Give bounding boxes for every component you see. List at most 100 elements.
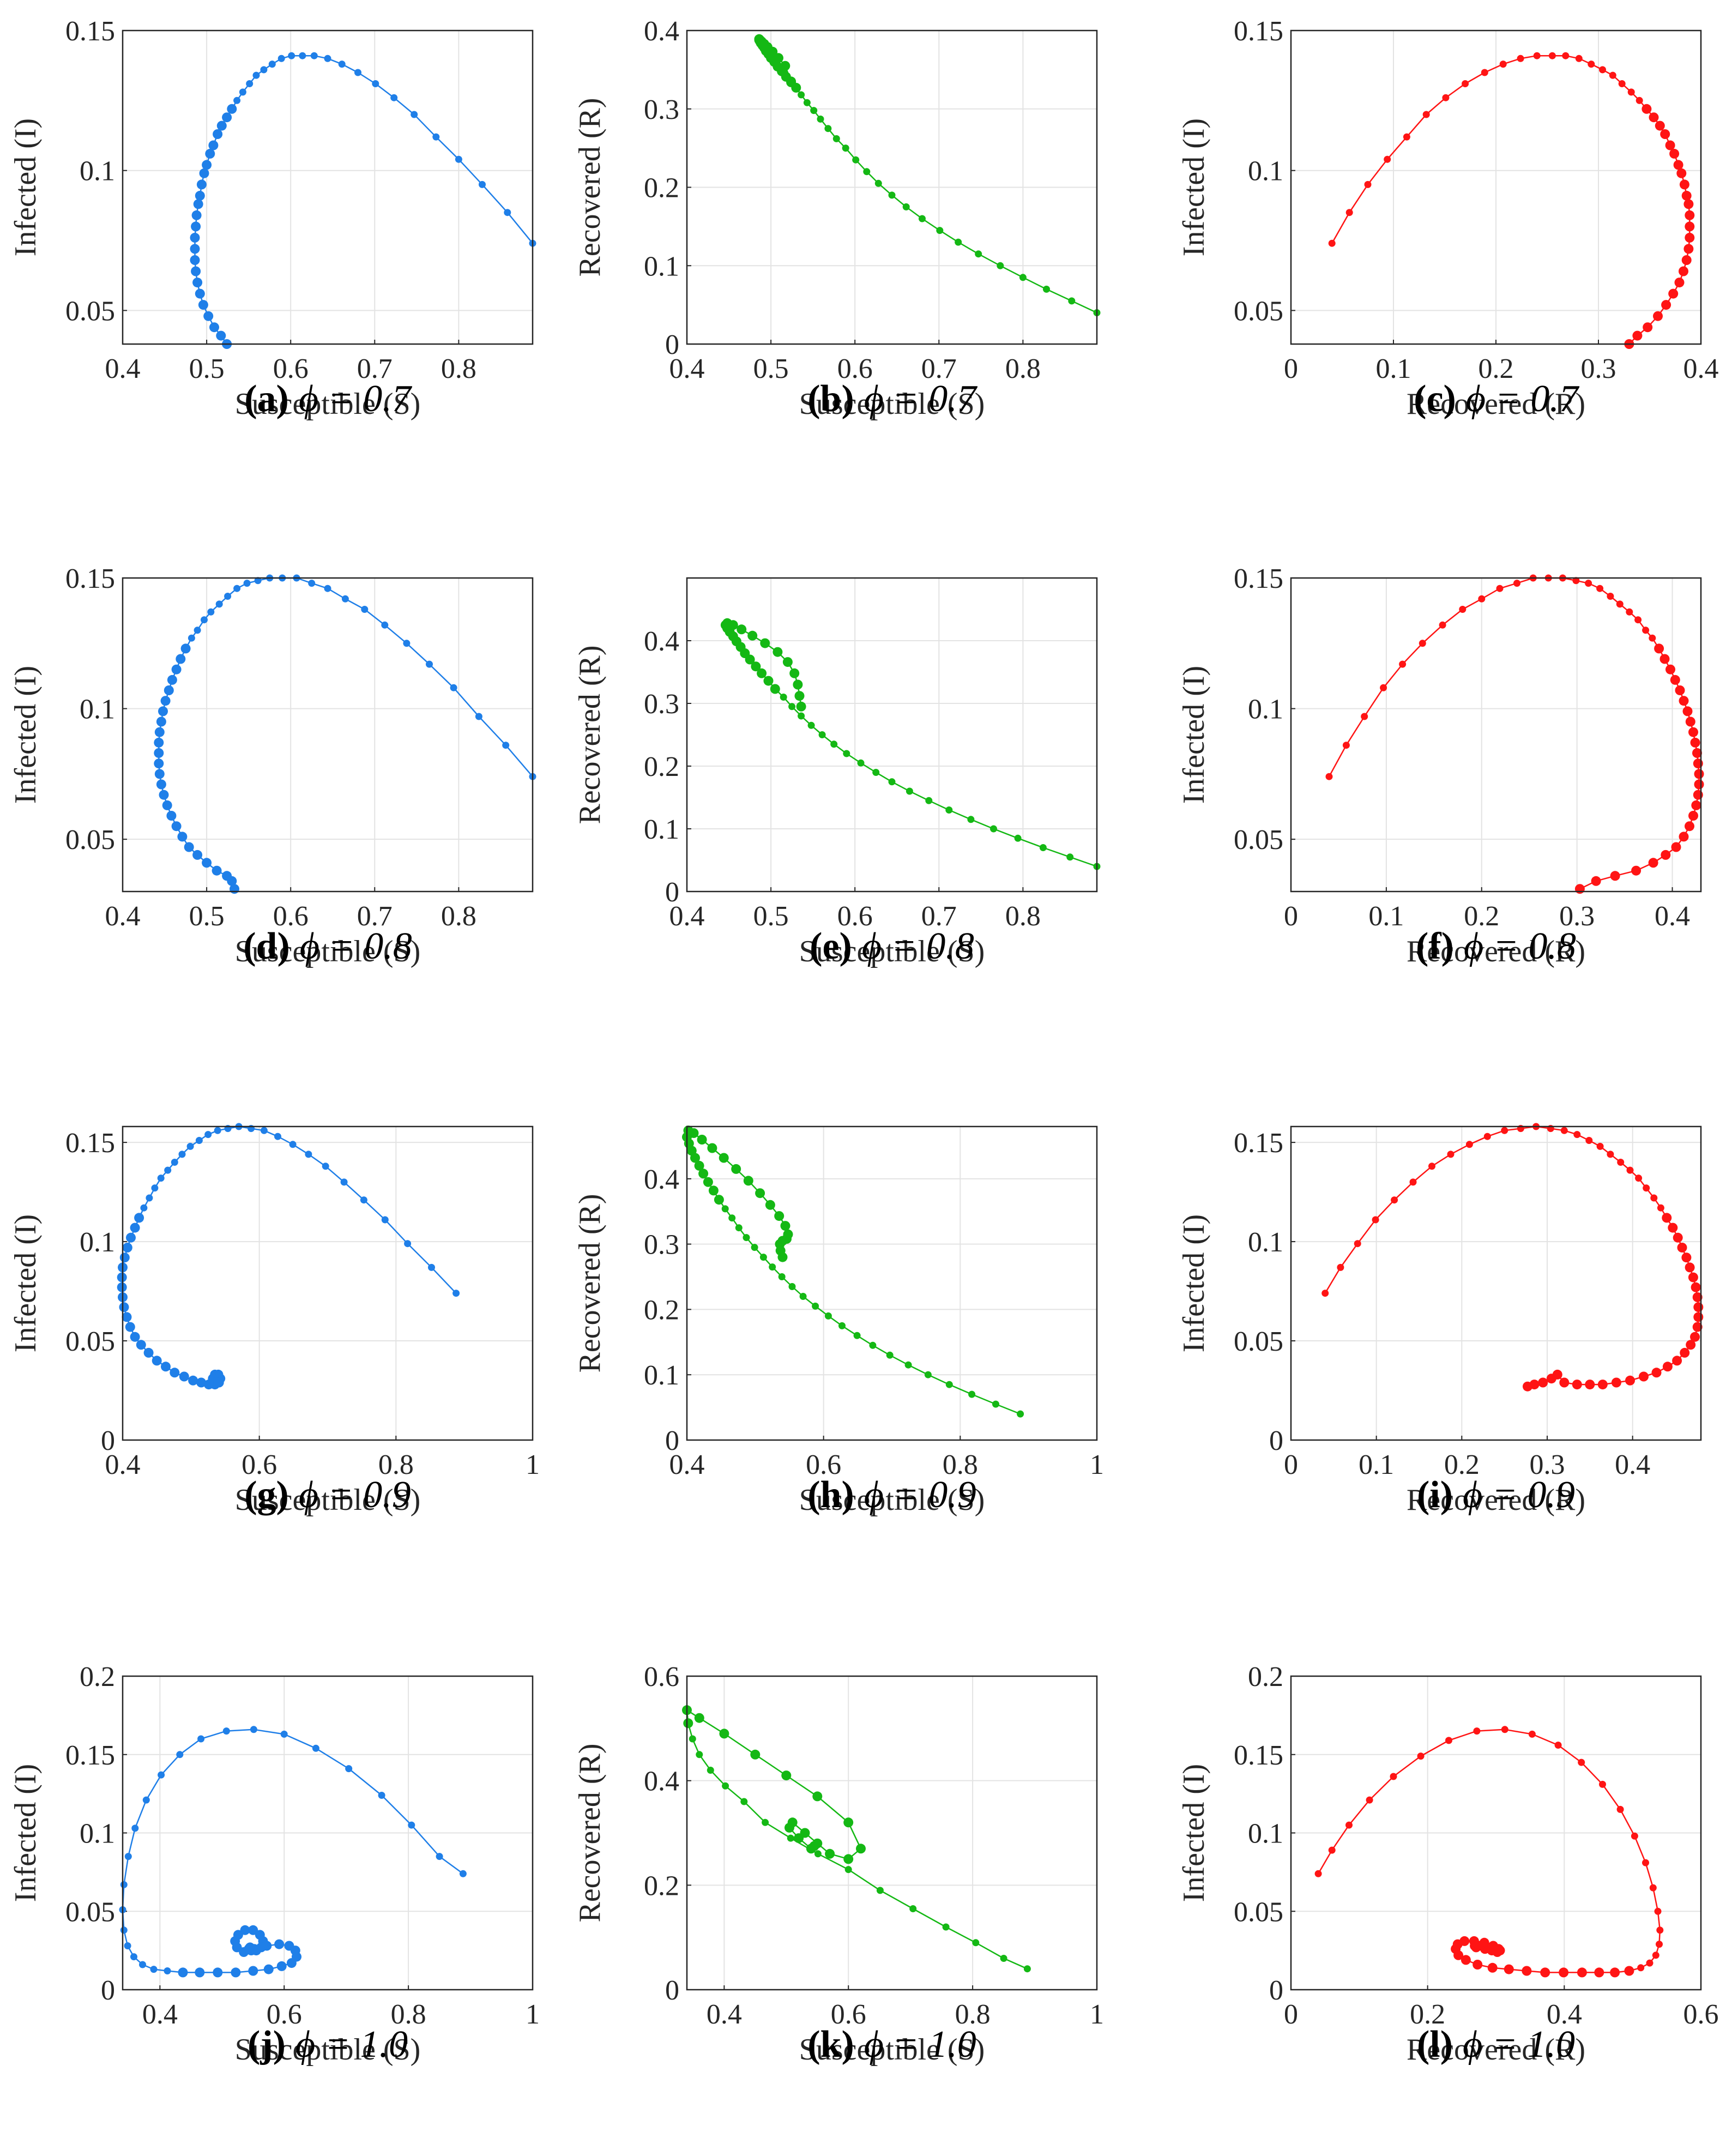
data-point — [1626, 608, 1633, 616]
data-point — [689, 1128, 699, 1138]
data-point — [1642, 1859, 1649, 1866]
data-point — [842, 144, 849, 152]
caption-phi: ϕ = 0.8 — [862, 925, 974, 967]
data-point — [1483, 1133, 1491, 1140]
y-tick-label: 0.15 — [1234, 1740, 1283, 1771]
data-point — [1000, 1955, 1007, 1962]
data-point — [403, 640, 411, 647]
data-point — [146, 1194, 153, 1202]
data-point — [743, 1176, 753, 1186]
data-point — [1688, 811, 1698, 821]
y-tick-label: 0 — [101, 1975, 115, 2006]
plot-frame — [122, 29, 534, 345]
data-point — [1523, 1381, 1532, 1392]
data-point — [824, 1312, 832, 1320]
data-point — [863, 168, 871, 176]
data-point — [793, 679, 803, 690]
y-axis-label: Infected (I) — [9, 118, 43, 256]
x-tick-label: 0.1 — [1376, 353, 1411, 384]
plot-frame — [122, 1125, 534, 1441]
data-point — [1634, 616, 1642, 624]
data-point — [214, 1127, 221, 1134]
plot-area — [687, 1676, 1097, 1990]
data-point — [176, 1751, 184, 1758]
plot-frame — [686, 577, 1098, 893]
data-point — [830, 740, 838, 748]
data-point — [1471, 1942, 1481, 1953]
data-point — [751, 1244, 758, 1251]
data-point — [1459, 1936, 1470, 1946]
data-point — [1314, 1870, 1322, 1877]
data-point — [955, 238, 962, 246]
x-tick-label: 0.2 — [1464, 901, 1499, 932]
x-tick-label: 0.4 — [1547, 1999, 1582, 2030]
y-tick-label: 0.05 — [65, 824, 115, 856]
data-point — [1682, 706, 1693, 716]
data-point — [1442, 94, 1450, 101]
x-axis-label: Susceptible (S) — [799, 935, 985, 968]
data-point — [751, 661, 761, 672]
data-point — [769, 1263, 776, 1271]
plot-frame — [122, 1675, 534, 1991]
data-point — [1591, 876, 1601, 886]
data-point — [378, 1792, 385, 1799]
data-point — [788, 1283, 796, 1290]
data-point — [289, 1141, 297, 1148]
data-point — [188, 634, 195, 642]
data-point — [1661, 300, 1671, 310]
data-point — [906, 787, 913, 795]
x-axis-label: Susceptible (S) — [799, 2033, 985, 2067]
y-tick-label: 0.15 — [65, 1128, 115, 1159]
x-axis-label: Susceptible (S) — [235, 2033, 421, 2067]
caption-phi: ϕ = 0.7 — [1466, 378, 1580, 420]
data-point — [117, 1272, 127, 1282]
y-axis-label: Infected (I) — [1177, 666, 1211, 804]
x-tick-label: 0 — [1284, 353, 1298, 384]
data-point — [703, 1177, 713, 1187]
x-tick-label: 0.8 — [441, 901, 476, 932]
data-point — [254, 577, 262, 585]
data-point — [997, 262, 1004, 269]
data-point — [1652, 1952, 1659, 1959]
y-tick-label: 0.2 — [1248, 1661, 1283, 1693]
y-axis-label: Infected (I) — [1177, 1764, 1211, 1902]
data-point — [832, 135, 840, 142]
data-point — [299, 52, 306, 59]
plot-area — [123, 578, 533, 892]
data-point — [154, 727, 165, 737]
y-tick-label: 0.1 — [80, 1227, 115, 1258]
x-tick-label: 0.6 — [837, 901, 873, 932]
y-tick-label: 0.3 — [644, 1230, 679, 1261]
data-point — [755, 1188, 765, 1199]
data-point — [124, 1853, 132, 1860]
x-tick-label: 0.6 — [806, 1449, 841, 1480]
y-tick-label: 0.2 — [80, 1661, 115, 1693]
x-tick-label: 0.7 — [921, 353, 957, 384]
x-tick-label: 0.2 — [1410, 1999, 1445, 2030]
data-point — [1677, 1243, 1687, 1252]
caption-letter: (j) — [248, 2023, 286, 2065]
data-point — [1533, 52, 1541, 59]
y-tick-label: 0 — [665, 329, 679, 360]
data-point — [140, 1204, 148, 1212]
x-tick-label: 0.2 — [1444, 1449, 1480, 1480]
x-tick-label: 0 — [1284, 1999, 1298, 2030]
data-point — [1417, 1752, 1425, 1760]
data-point — [411, 111, 418, 118]
x-axis-label: Susceptible (S) — [799, 1483, 985, 1517]
data-point — [1692, 1322, 1703, 1332]
data-point — [925, 797, 933, 804]
data-point — [904, 1361, 912, 1369]
panel-g: 0.4 0.6 0.8 1 0 0.05 0.1 0.15 Susceptible (S) Inf… — [9, 1123, 540, 1517]
data-point — [780, 1221, 790, 1231]
data-point — [207, 608, 215, 616]
data-point — [1654, 643, 1664, 654]
data-point — [809, 1841, 819, 1851]
data-point — [310, 52, 318, 59]
plot-area — [687, 1127, 1097, 1440]
data-point — [909, 1905, 917, 1912]
x-tick-label: 0.3 — [1530, 1449, 1565, 1480]
data-point — [1428, 1163, 1435, 1170]
data-point — [760, 638, 770, 648]
data-point — [134, 1213, 144, 1223]
